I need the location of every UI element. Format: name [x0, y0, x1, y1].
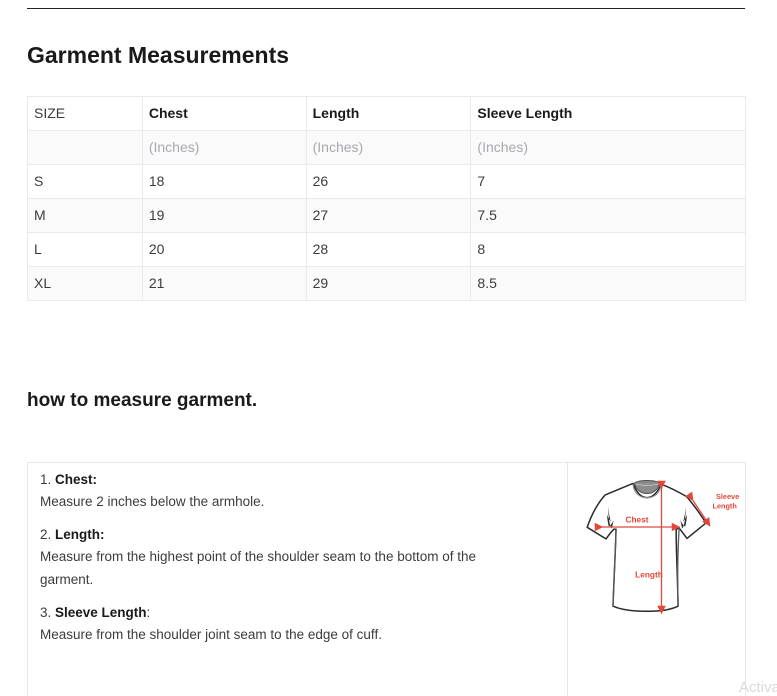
- svg-text:Length: Length: [635, 570, 663, 580]
- svg-text:Sleeve: Sleeve: [716, 492, 739, 501]
- svg-text:Chest: Chest: [625, 515, 648, 525]
- svg-text:Length: Length: [713, 501, 737, 510]
